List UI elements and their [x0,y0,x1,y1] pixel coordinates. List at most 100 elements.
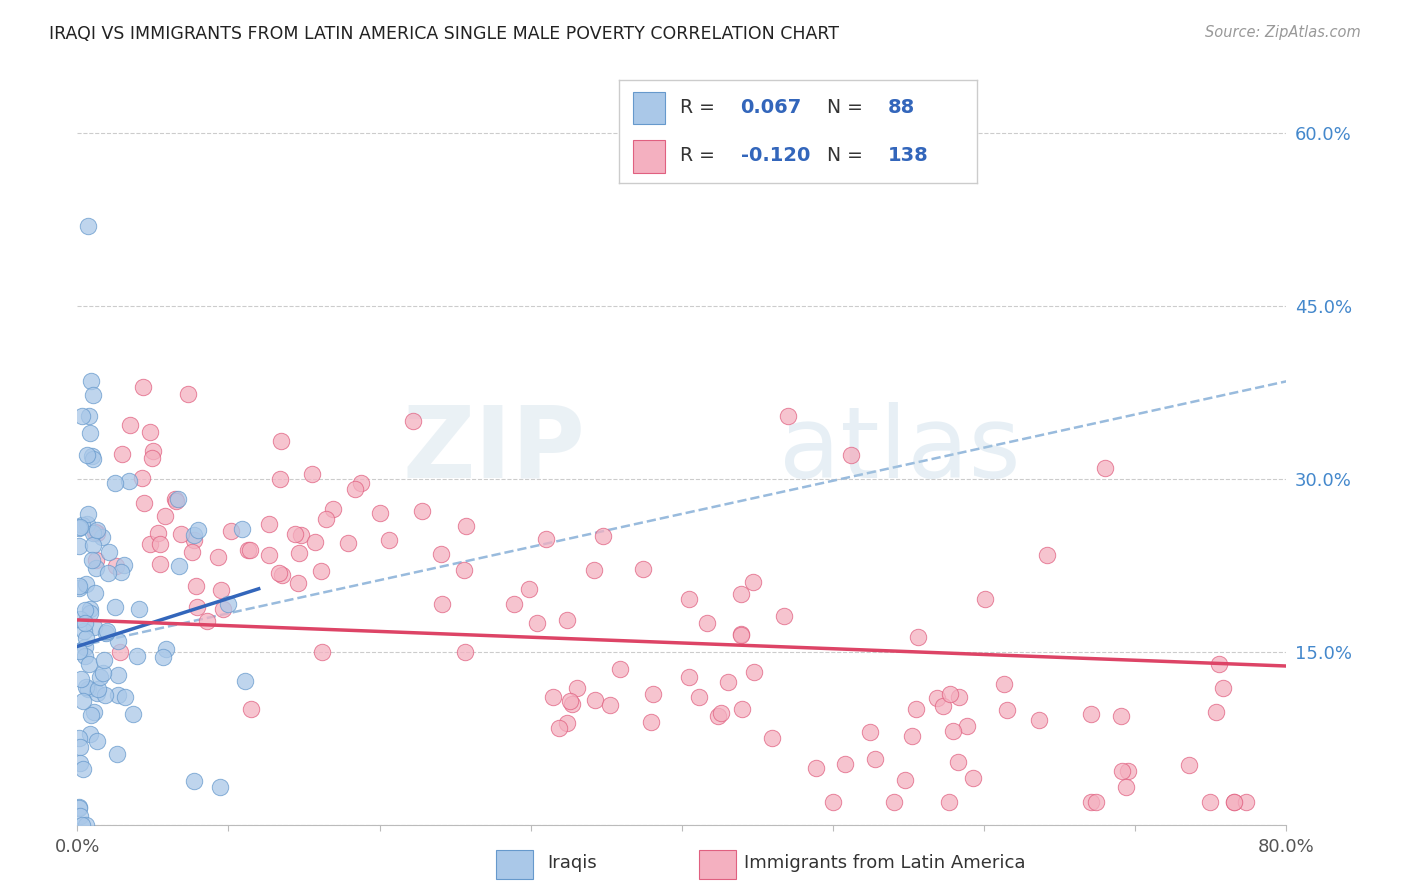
Point [125,648,148,663]
Point [207,549,229,564]
Point [859,724,882,739]
Point [110,645,132,659]
Point [946,756,969,770]
Point [1028,713,1050,727]
Point [1115,780,1137,794]
Point [75,577,97,591]
Point [257,516,280,531]
Point [82,452,104,467]
Point [180,545,202,559]
Point [233,673,256,688]
Text: 88: 88 [887,98,915,118]
Point [565,681,588,695]
Text: R =: R = [679,98,714,118]
Point [301,467,323,481]
Point [592,529,614,543]
Point [640,714,662,729]
Point [82,539,104,553]
Point [70,673,93,687]
Point [73,603,96,617]
Point [688,690,710,705]
Text: Immigrants from Latin America: Immigrants from Latin America [745,854,1026,872]
Point [70,818,93,832]
Point [582,563,605,577]
Point [925,691,948,706]
Point [72,762,94,776]
Point [402,414,425,428]
Point [105,747,128,761]
Point [76,448,98,462]
Point [96,624,118,639]
Point [1111,764,1133,779]
Point [1116,764,1139,778]
Text: N =: N = [827,98,862,118]
Point [517,582,540,596]
Point [561,697,583,711]
Point [287,546,309,560]
Point [79,606,101,620]
Point [948,690,970,704]
Point [806,761,828,775]
Point [776,409,799,423]
Point [1208,657,1230,672]
Point [72,694,94,708]
Point [79,727,101,741]
Point [77,507,100,521]
Point [139,537,162,551]
Point [86,526,108,541]
Point [131,380,153,394]
Point [1036,548,1059,562]
Point [883,795,905,809]
Point [75,631,97,645]
Point [209,583,232,598]
Point [82,552,104,566]
Point [678,592,700,607]
Point [75,615,97,630]
Point [83,705,105,719]
Text: 138: 138 [887,145,928,165]
Point [169,559,191,574]
Bar [633,140,665,173]
Point [80,374,103,388]
Point [128,602,150,616]
Point [208,780,231,795]
Point [893,772,915,787]
Point [534,533,557,547]
Point [76,517,98,532]
Point [91,666,114,681]
Point [219,524,242,539]
Point [77,681,100,696]
Point [67,579,90,593]
Point [84,553,107,567]
Point [1222,795,1244,809]
Point [239,542,262,557]
Point [1109,709,1132,723]
Point [165,493,187,508]
Point [93,653,115,667]
Point [865,752,887,766]
Point [1080,795,1102,809]
Point [821,795,844,809]
Point [80,708,103,723]
Point [956,719,979,733]
Point [548,721,571,735]
Point [773,608,796,623]
Point [79,409,101,423]
Point [91,530,114,544]
Point [97,566,120,581]
Point [67,582,90,596]
Point [195,614,218,628]
Point [69,520,91,534]
Text: 0.067: 0.067 [741,98,801,118]
Point [142,443,165,458]
Bar [633,92,665,124]
Point [69,740,91,755]
Point [238,542,260,557]
Point [70,409,93,423]
Point [1080,706,1102,721]
Point [107,688,129,702]
Point [942,724,965,739]
Point [84,524,107,539]
Point [183,528,205,542]
Bar [699,850,737,879]
